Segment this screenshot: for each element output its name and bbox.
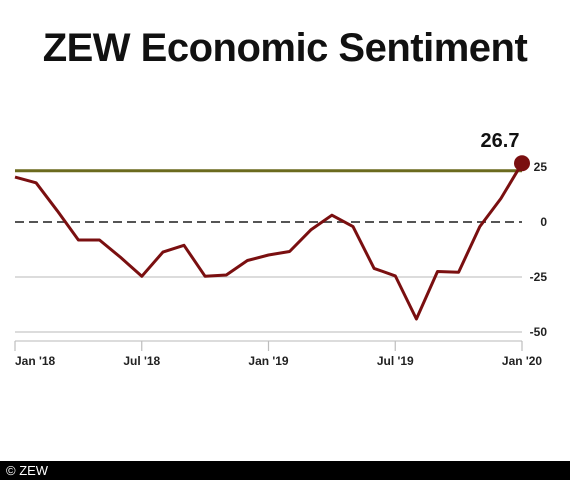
chart-title: ZEW Economic Sentiment	[42, 26, 528, 70]
y-tick-label: -50	[530, 325, 548, 339]
y-tick-label: -25	[530, 270, 548, 284]
x-tick-label: Jan '19	[248, 354, 289, 368]
footer-copyright: © ZEW	[0, 461, 570, 480]
x-axis-ticks: Jan '18 Jul '18 Jan '19 Jul '19 Jan '20	[14, 341, 543, 368]
series-line	[14, 162, 524, 321]
x-tick-label: Jan '20	[502, 354, 543, 368]
x-tick-label: Jul '18	[123, 354, 160, 368]
y-tick-label: 0	[540, 215, 547, 229]
grid-lines	[15, 276, 522, 333]
last-value-label: 26.7	[481, 130, 520, 152]
x-tick-label: Jan '18	[15, 354, 56, 368]
x-tick-label: Jul '19	[377, 354, 414, 368]
last-point-marker	[514, 155, 530, 172]
y-axis-tick-labels: 25 0 -25 -50	[530, 160, 548, 339]
y-tick-label: 25	[534, 160, 548, 174]
